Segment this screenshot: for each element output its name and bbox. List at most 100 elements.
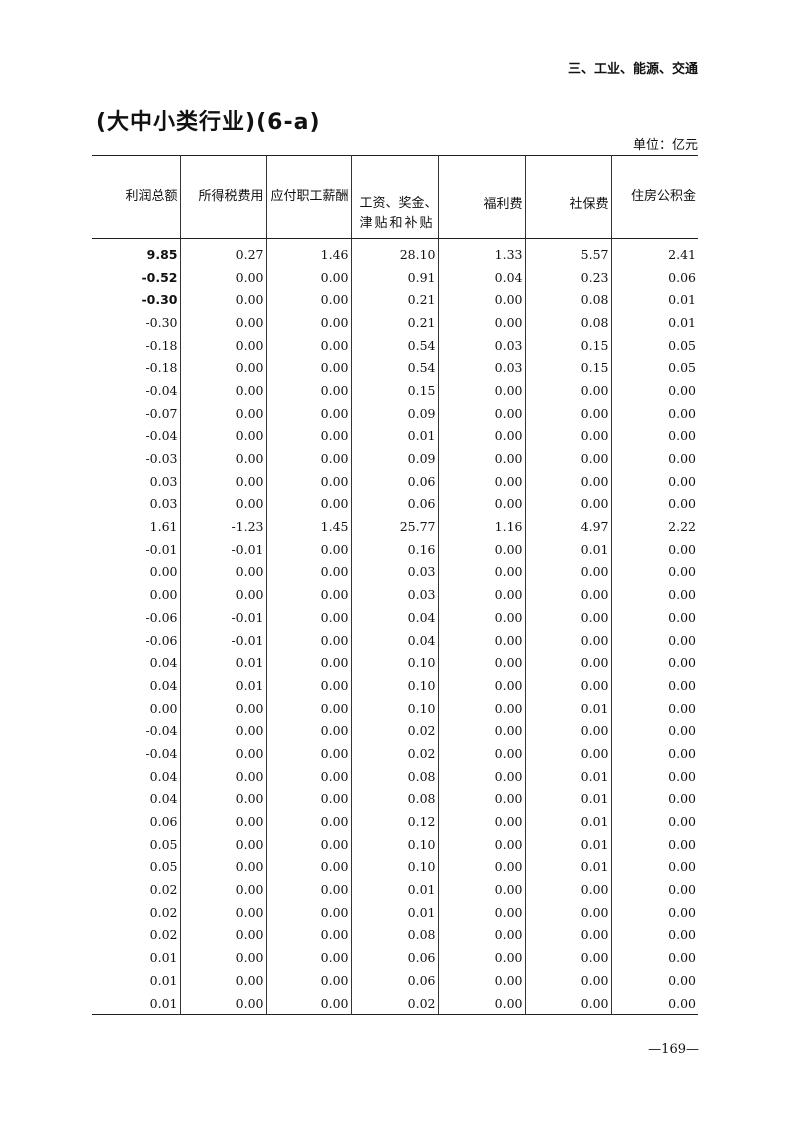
table-cell: 0.00: [180, 379, 267, 402]
table-cell: 0.00: [438, 401, 526, 425]
table-cell: 0.01: [351, 900, 439, 924]
table-cell: 0.00: [266, 311, 352, 334]
table-row: 0.02 0.00 0.00 0.01 0.00 0.00 0.00: [92, 878, 698, 901]
table-cell: 0.00: [180, 810, 267, 833]
table-cell: 0.00: [525, 560, 612, 584]
table-cell: 0.00: [668, 609, 696, 625]
table-cell: 0.08: [525, 311, 612, 334]
table-cell: 1.16: [438, 515, 526, 538]
table-cell: 0.00: [180, 288, 267, 312]
table-cell: 0.00: [438, 583, 526, 606]
table-cell: 0.00: [180, 469, 267, 493]
table-cell: 0.00: [438, 923, 526, 947]
table-cell: 0.09: [351, 447, 439, 470]
table-cell: 0.00: [266, 742, 352, 765]
table-cell: 0.05: [92, 855, 181, 879]
table-cell: 0.10: [351, 674, 439, 697]
table-cell: 0.08: [351, 923, 439, 947]
table-cell: 25.77: [351, 515, 439, 538]
table-cell: 0.00: [180, 742, 267, 765]
table-row: -0.52 0.00 0.00 0.91 0.04 0.23 0.06: [92, 265, 698, 289]
page-number: —169—: [648, 1042, 699, 1057]
table-cell: 0.00: [668, 995, 696, 1011]
table-cell: 0.00: [438, 492, 526, 516]
table-cell: 0.00: [438, 424, 526, 448]
table-cell: 0.00: [438, 946, 526, 969]
table-cell: 0.02: [351, 991, 439, 1015]
table-cell: 0.00: [525, 674, 612, 697]
table-cell: 0.00: [668, 814, 696, 830]
table-body: 9.85 0.27 1.46 28.10 1.33 5.57 2.41 -0.52 0.00 0.…: [92, 238, 698, 1015]
table-cell: 0.00: [525, 923, 612, 947]
table-cell: 0.00: [668, 859, 696, 875]
table-row: -0.01 -0.01 0.00 0.16 0.00 0.01 0.00: [92, 537, 698, 561]
table-cell: 0.00: [438, 764, 526, 788]
table-cell: 0.01: [92, 946, 181, 969]
table-cell: 0.06: [351, 946, 439, 969]
table-cell: 0.00: [438, 810, 526, 833]
table-cell: 0.03: [92, 492, 181, 516]
col-header-social-insurance: 社保费: [525, 155, 612, 239]
table-row: 0.02 0.00 0.00 0.08 0.00 0.00 0.00: [92, 923, 698, 947]
table-cell: 0.00: [438, 469, 526, 493]
table-cell: 0.00: [668, 723, 696, 739]
table-cell: 0.00: [180, 946, 267, 969]
table-cell: 0.21: [351, 288, 439, 312]
wages-line-1: 工资、奖金、: [359, 196, 438, 211]
table-cell: 0.00: [180, 900, 267, 924]
table-cell: 0.00: [180, 832, 267, 856]
table-cell: 0.00: [668, 382, 696, 398]
unit-label: 单位：亿元: [632, 138, 698, 153]
table-cell: 0.00: [525, 946, 612, 969]
table-cell: 0.00: [266, 560, 352, 584]
table-cell: 0.00: [668, 677, 696, 693]
table-row: -0.30 0.00 0.00 0.21 0.00 0.08 0.01: [92, 288, 698, 312]
table-cell: 0.04: [351, 628, 439, 652]
table-cell: 0.00: [266, 583, 352, 606]
table-cell: 0.00: [180, 855, 267, 879]
table-cell: 0.00: [180, 719, 267, 743]
table-cell: 9.85: [92, 238, 181, 266]
table-cell: 0.00: [266, 424, 352, 448]
table-row: 0.04 0.01 0.00 0.10 0.00 0.00 0.00: [92, 674, 698, 697]
table-cell: 0.00: [438, 288, 526, 312]
table-cell: 0.00: [525, 492, 612, 516]
table-cell: 5.57: [525, 238, 612, 266]
table-row: 0.04 0.00 0.00 0.08 0.00 0.01 0.00: [92, 787, 698, 811]
table-cell: 0.04: [92, 764, 181, 788]
table-row: 0.03 0.00 0.00 0.06 0.00 0.00 0.00: [92, 469, 698, 493]
table-cell: 0.00: [438, 855, 526, 879]
table-row: 0.02 0.00 0.00 0.01 0.00 0.00 0.00: [92, 900, 698, 924]
table-cell: 0.00: [438, 969, 526, 992]
table-cell: 0.01: [92, 991, 181, 1015]
table-cell: 0.00: [525, 469, 612, 493]
table-cell: 0.06: [668, 269, 696, 285]
table-cell: 0.00: [180, 969, 267, 992]
table-cell: 0.03: [351, 583, 439, 606]
table-cell: 0.01: [525, 832, 612, 856]
table-cell: 0.00: [668, 587, 696, 603]
table-cell: 0.01: [180, 651, 267, 675]
table-cell: 0.00: [266, 900, 352, 924]
table-cell: 0.00: [180, 447, 267, 470]
table-cell: 1.61: [92, 515, 181, 538]
table-cell: -0.04: [92, 379, 181, 402]
table-cell: 0.02: [351, 719, 439, 743]
table-cell: 0.00: [266, 946, 352, 969]
table-cell: 0.10: [351, 696, 439, 720]
table-cell: 0.00: [266, 969, 352, 992]
table-cell: 0.02: [92, 923, 181, 947]
table-cell: 0.00: [525, 606, 612, 629]
table-cell: 0.23: [525, 265, 612, 289]
table-cell: 0.00: [525, 628, 612, 652]
table-cell: -0.01: [92, 537, 181, 561]
table-cell: 0.00: [266, 832, 352, 856]
table-cell: 0.05: [92, 832, 181, 856]
table-cell: -0.01: [180, 606, 267, 629]
col-header-housing-fund: 住房公积金: [611, 155, 698, 239]
table-cell: 0.00: [525, 969, 612, 992]
table-cell: 0.00: [438, 991, 526, 1015]
table-cell: 0.00: [180, 583, 267, 606]
table-cell: 0.00: [668, 950, 696, 966]
table-row: 0.05 0.00 0.00 0.10 0.00 0.01 0.00: [92, 855, 698, 879]
